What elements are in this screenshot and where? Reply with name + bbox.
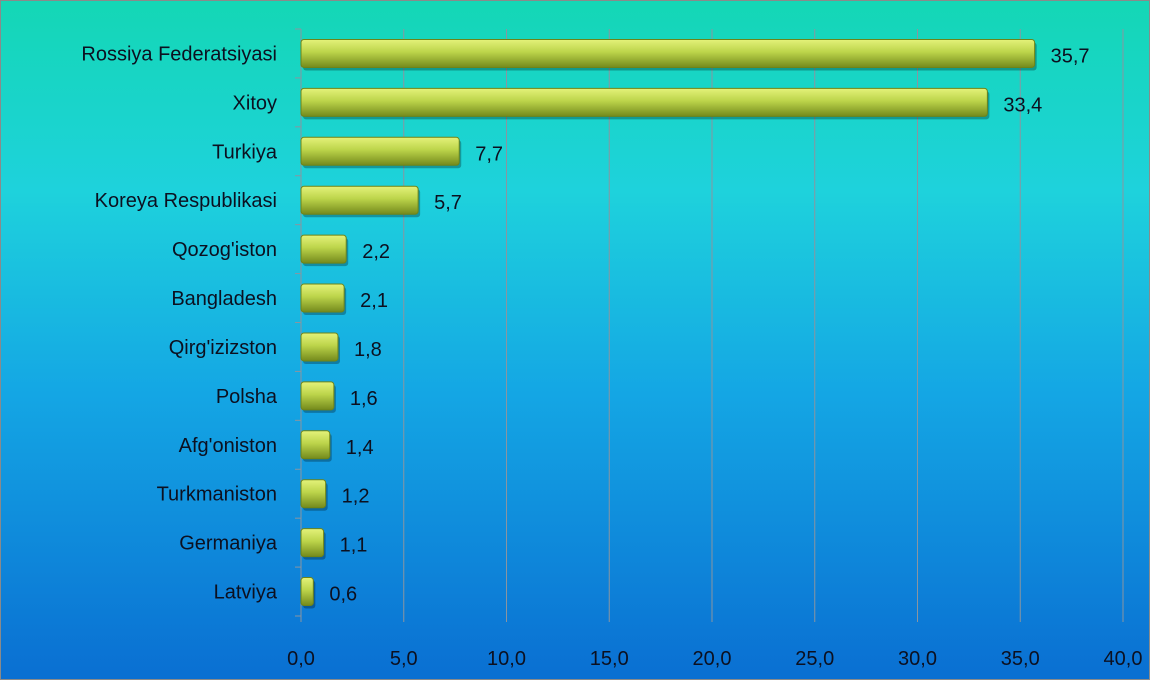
category-label: Rossiya Federatsiyasi — [81, 43, 277, 65]
category-label: Qirg'izizston — [169, 337, 277, 359]
bar — [300, 185, 419, 215]
category-label: Turkiya — [212, 141, 278, 163]
bar — [300, 87, 988, 117]
x-tick-label: 30,0 — [898, 648, 937, 670]
category-label: Xitoy — [233, 92, 277, 114]
bar — [300, 577, 314, 607]
category-label: Qozog'iston — [172, 239, 277, 261]
category-label: Bangladesh — [171, 288, 277, 310]
value-label: 1,1 — [340, 535, 368, 557]
bar — [300, 381, 335, 411]
value-label: 1,2 — [342, 486, 370, 508]
x-tick-label: 15,0 — [590, 648, 629, 670]
bar — [300, 234, 347, 264]
value-label: 2,1 — [360, 290, 388, 312]
value-label: 1,4 — [346, 437, 374, 459]
value-label: 0,6 — [329, 584, 357, 606]
bar — [300, 430, 331, 460]
category-label: Germaniya — [179, 533, 278, 555]
category-label: Afg'oniston — [179, 435, 277, 457]
bar — [300, 479, 327, 509]
value-label: 35,7 — [1051, 45, 1090, 67]
x-tick-label: 0,0 — [287, 648, 315, 670]
bar — [300, 38, 1036, 68]
x-tick-label: 20,0 — [693, 648, 732, 670]
bar — [300, 283, 345, 313]
value-label: 33,4 — [1003, 94, 1042, 116]
value-label: 1,6 — [350, 388, 378, 410]
x-tick-label: 5,0 — [390, 648, 418, 670]
category-label: Turkmaniston — [157, 484, 277, 506]
category-label: Polsha — [216, 386, 278, 408]
bar — [300, 528, 325, 558]
value-label: 7,7 — [475, 143, 503, 165]
x-tick-label: 25,0 — [795, 648, 834, 670]
value-label: 5,7 — [434, 192, 462, 214]
category-label: Koreya Respublikasi — [95, 190, 277, 212]
value-label: 1,8 — [354, 339, 382, 361]
x-tick-label: 40,0 — [1104, 648, 1143, 670]
category-label: Latviya — [214, 582, 278, 604]
bar — [300, 136, 460, 166]
bar — [300, 332, 339, 362]
x-tick-label: 35,0 — [1001, 648, 1040, 670]
value-label: 2,2 — [362, 241, 390, 263]
x-tick-label: 10,0 — [487, 648, 526, 670]
